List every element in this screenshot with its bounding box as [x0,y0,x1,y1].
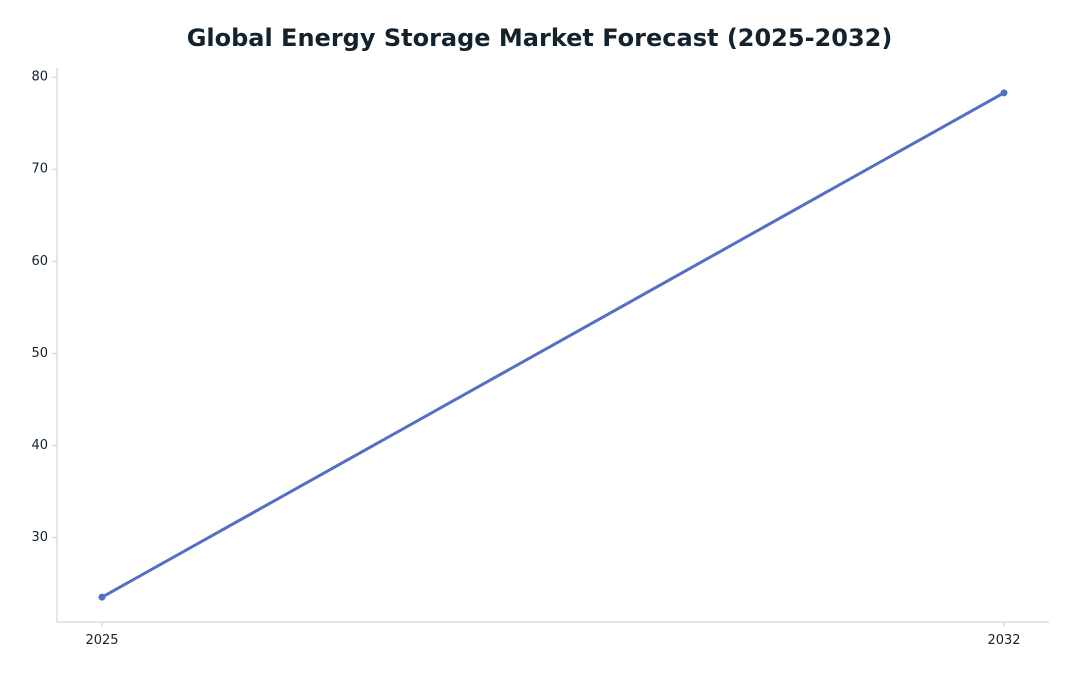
y-tick-label: 70 [31,162,48,177]
y-axis-ticks: 30 40 50 60 70 80 [31,70,57,545]
series-group [98,89,1008,601]
y-tick-label: 30 [31,530,48,545]
x-axis-ticks: 2025 2032 [85,622,1021,648]
data-point [98,593,106,601]
y-tick-label: 60 [31,254,48,269]
y-tick-label: 40 [31,438,48,453]
y-tick-label: 50 [31,346,48,361]
chart-title: Global Energy Storage Market Forecast (2… [186,24,893,52]
y-tick-label: 80 [31,70,48,85]
x-tick-label: 2025 [85,633,118,648]
series-line [100,91,1006,599]
x-tick-label: 2032 [987,633,1020,648]
data-point [1000,89,1008,97]
